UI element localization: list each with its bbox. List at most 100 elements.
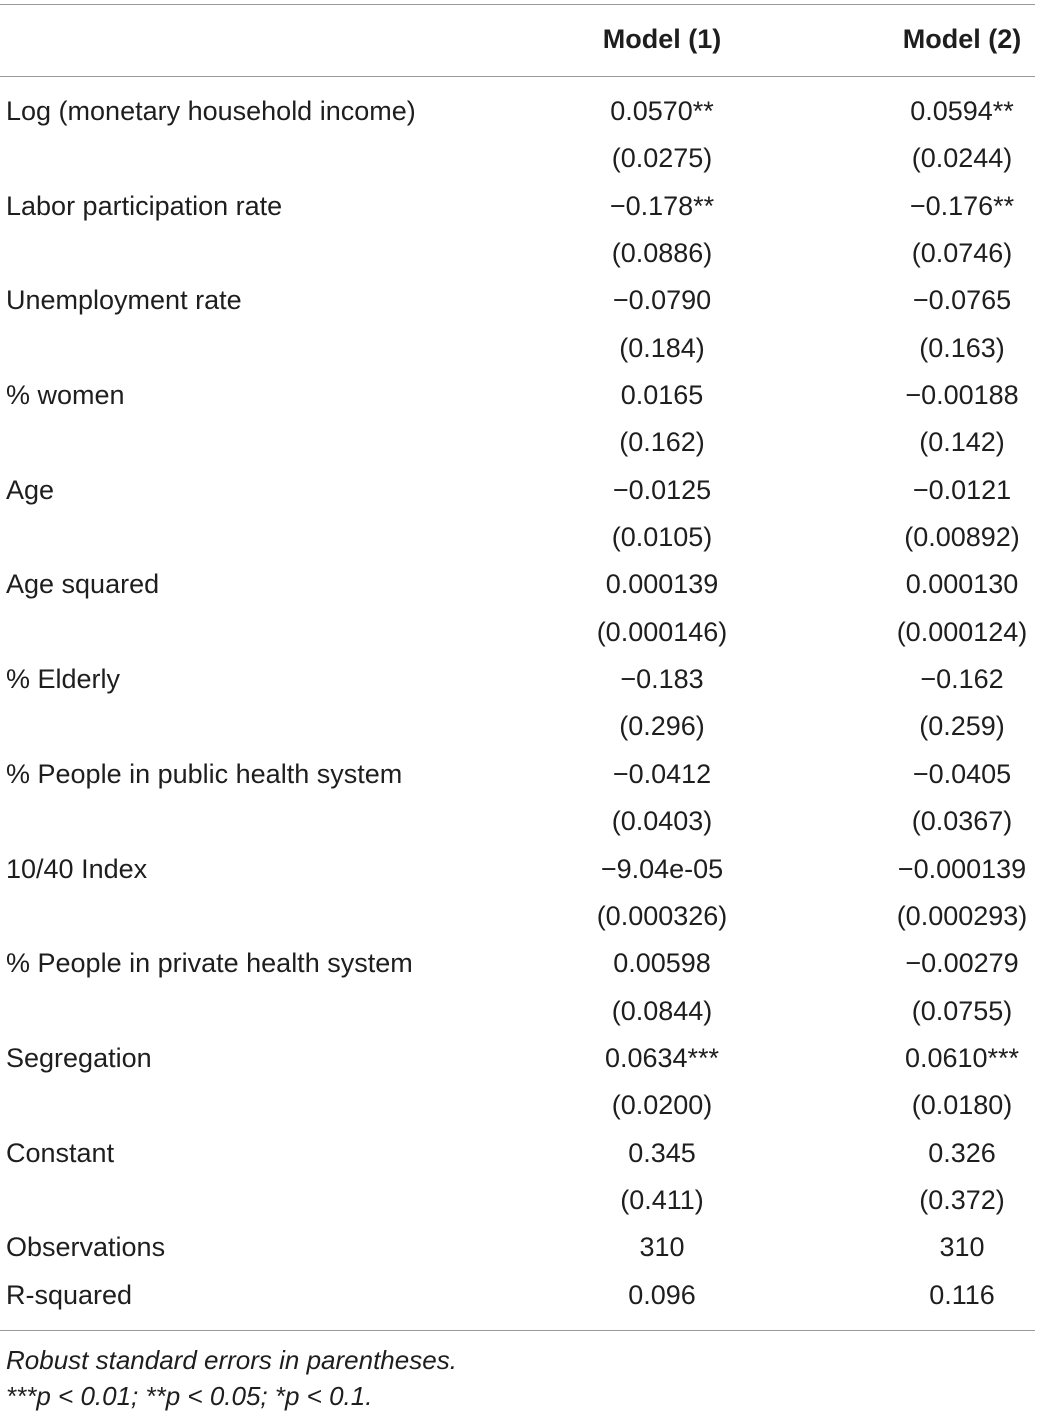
model-2-coefficient: 0.000130 bbox=[905, 569, 1019, 600]
model-2-standard-error: (0.0244) bbox=[911, 143, 1013, 174]
model-1-coefficient: −9.04e-05 bbox=[600, 853, 724, 884]
summary-row: Observations 310 310 bbox=[0, 1224, 1040, 1271]
model-2-standard-error: (0.0746) bbox=[911, 238, 1013, 269]
table-row-standard-errors: (0.296) (0.259) bbox=[0, 703, 1040, 750]
model-1-standard-error: (0.411) bbox=[620, 1184, 704, 1215]
model-1-coefficient: 0.0165 bbox=[620, 380, 704, 411]
model-2-coefficient: −0.0765 bbox=[912, 285, 1012, 316]
model-1-standard-error: (0.296) bbox=[619, 711, 705, 742]
model-2-standard-error: (0.000124) bbox=[896, 616, 1028, 647]
table-row: % women 0.0165 −0.00188 bbox=[0, 372, 1040, 419]
row-label: Labor participation rate bbox=[6, 190, 283, 221]
model-1-value: 310 bbox=[639, 1232, 685, 1263]
model-2-standard-error: (0.142) bbox=[919, 427, 1005, 458]
row-label: Log (monetary household income) bbox=[6, 96, 416, 126]
table-row: % Elderly −0.183 −0.162 bbox=[0, 656, 1040, 703]
model-1-coefficient: 0.0570** bbox=[610, 96, 714, 126]
model-1-coefficient: −0.178** bbox=[609, 190, 715, 221]
row-label: Age squared bbox=[6, 569, 160, 600]
summary-row: R-squared 0.096 0.116 bbox=[0, 1272, 1040, 1319]
table-row: Segregation 0.0634*** 0.0610*** bbox=[0, 1035, 1040, 1082]
table-body: Log (monetary household income) 0.0570** 0… bbox=[0, 88, 1040, 1319]
model-2-coefficient: 0.0594** bbox=[910, 96, 1014, 126]
footnote-significance: ***p < 0.01; **p < 0.05; *p < 0.1. bbox=[6, 1381, 373, 1411]
model-1-standard-error: (0.0105) bbox=[611, 522, 713, 553]
table-top-rule bbox=[0, 4, 1035, 5]
model-1-coefficient: 0.00598 bbox=[613, 948, 711, 979]
model-2-standard-error: (0.0755) bbox=[911, 995, 1013, 1026]
table-row: Age squared 0.000139 0.000130 bbox=[0, 561, 1040, 608]
model-2-value: 0.116 bbox=[929, 1279, 995, 1310]
table-row: % People in public health system −0.0412 −… bbox=[0, 751, 1040, 798]
table-row-standard-errors: (0.0844) (0.0755) bbox=[0, 988, 1040, 1035]
column-header-model-1: Model (1) bbox=[602, 24, 722, 54]
table-row-standard-errors: (0.0200) (0.0180) bbox=[0, 1082, 1040, 1129]
model-1-standard-error: (0.000326) bbox=[596, 900, 728, 931]
model-1-coefficient: −0.183 bbox=[620, 664, 704, 695]
model-2-standard-error: (0.0180) bbox=[911, 1090, 1013, 1121]
table-row-standard-errors: (0.0105) (0.00892) bbox=[0, 514, 1040, 561]
model-2-coefficient: −0.176** bbox=[909, 190, 1015, 221]
model-2-coefficient: −0.00279 bbox=[905, 948, 1019, 979]
model-1-standard-error: (0.162) bbox=[619, 427, 705, 458]
table-row: Log (monetary household income) 0.0570** 0… bbox=[0, 88, 1040, 135]
summary-label: Observations bbox=[6, 1232, 166, 1263]
summary-label: R-squared bbox=[6, 1279, 133, 1310]
model-1-coefficient: −0.0125 bbox=[612, 474, 712, 505]
table-row: Constant 0.345 0.326 bbox=[0, 1130, 1040, 1177]
model-2-standard-error: (0.372) bbox=[919, 1184, 1005, 1215]
model-1-standard-error: (0.000146) bbox=[596, 616, 728, 647]
table-row: Unemployment rate −0.0790 −0.0765 bbox=[0, 277, 1040, 324]
model-2-standard-error: (0.0367) bbox=[911, 806, 1013, 837]
table-row-standard-errors: (0.0403) (0.0367) bbox=[0, 798, 1040, 845]
table-row: % People in private health system 0.00598… bbox=[0, 940, 1040, 987]
table-row: 10/40 Index −9.04e-05 −0.000139 bbox=[0, 846, 1040, 893]
model-1-standard-error: (0.184) bbox=[619, 332, 705, 363]
model-2-coefficient: −0.162 bbox=[920, 664, 1004, 695]
model-1-coefficient: 0.345 bbox=[628, 1137, 696, 1168]
model-1-standard-error: (0.0200) bbox=[611, 1090, 713, 1121]
model-1-standard-error: (0.0844) bbox=[611, 995, 713, 1026]
table-header-rule bbox=[0, 76, 1035, 77]
model-1-coefficient: −0.0790 bbox=[612, 285, 712, 316]
model-1-standard-error: (0.0275) bbox=[611, 143, 713, 174]
model-2-coefficient: −0.00188 bbox=[905, 380, 1019, 411]
row-label: Unemployment rate bbox=[6, 285, 242, 316]
row-label: Constant bbox=[6, 1137, 115, 1168]
row-label: Segregation bbox=[6, 1042, 152, 1073]
table-footnotes: Robust standard errors in parentheses. *… bbox=[6, 1342, 1036, 1414]
column-header-model-2: Model (2) bbox=[902, 24, 1022, 54]
table-row-standard-errors: (0.0275) (0.0244) bbox=[0, 135, 1040, 182]
table-row-standard-errors: (0.184) (0.163) bbox=[0, 325, 1040, 372]
model-1-coefficient: −0.0412 bbox=[612, 758, 712, 789]
model-1-coefficient: 0.0634*** bbox=[604, 1042, 720, 1073]
table-row-standard-errors: (0.411) (0.372) bbox=[0, 1177, 1040, 1224]
model-2-standard-error: (0.00892) bbox=[904, 522, 1020, 553]
row-label: % People in public health system bbox=[6, 758, 403, 789]
table-bottom-rule bbox=[0, 1330, 1035, 1331]
model-2-standard-error: (0.163) bbox=[919, 332, 1005, 363]
model-2-coefficient: −0.0405 bbox=[912, 758, 1012, 789]
row-label: % People in private health system bbox=[6, 948, 413, 979]
model-2-value: 310 bbox=[939, 1232, 985, 1263]
model-1-standard-error: (0.0403) bbox=[611, 806, 713, 837]
model-2-standard-error: (0.259) bbox=[919, 711, 1005, 742]
row-label: 10/40 Index bbox=[6, 853, 148, 884]
model-1-coefficient: 0.000139 bbox=[605, 569, 719, 600]
row-label: % Elderly bbox=[6, 664, 121, 695]
table-row-standard-errors: (0.162) (0.142) bbox=[0, 419, 1040, 466]
model-2-coefficient: 0.326 bbox=[928, 1137, 996, 1168]
footnote-standard-errors: Robust standard errors in parentheses. bbox=[6, 1345, 457, 1375]
table-row: Labor participation rate −0.178** −0.176** bbox=[0, 183, 1040, 230]
model-2-coefficient: 0.0610*** bbox=[904, 1042, 1020, 1073]
table-row-standard-errors: (0.0886) (0.0746) bbox=[0, 230, 1040, 277]
model-2-standard-error: (0.000293) bbox=[896, 900, 1028, 931]
model-1-standard-error: (0.0886) bbox=[611, 238, 713, 269]
table-row-standard-errors: (0.000326) (0.000293) bbox=[0, 893, 1040, 940]
table-row: Age −0.0125 −0.0121 bbox=[0, 467, 1040, 514]
model-1-value: 0.096 bbox=[628, 1279, 696, 1310]
row-label: % women bbox=[6, 380, 125, 411]
table-row-standard-errors: (0.000146) (0.000124) bbox=[0, 609, 1040, 656]
row-label: Age bbox=[6, 474, 55, 505]
model-2-coefficient: −0.000139 bbox=[897, 853, 1027, 884]
